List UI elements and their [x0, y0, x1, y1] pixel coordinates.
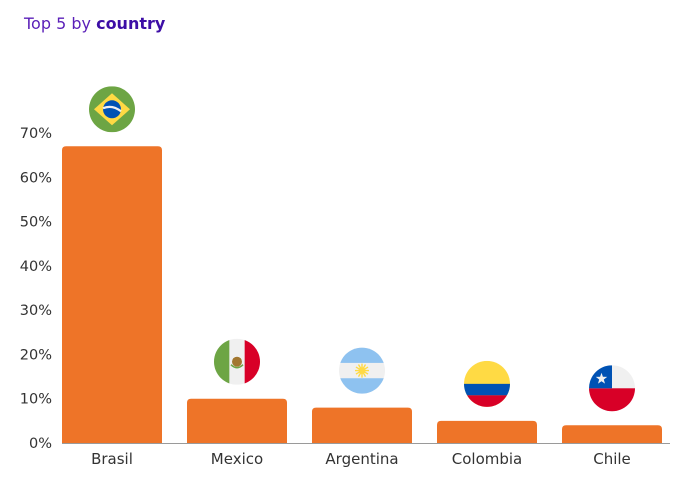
x-category-label: Mexico: [211, 450, 263, 468]
y-tick-label: 0%: [29, 436, 52, 452]
y-tick-label: 30%: [20, 303, 52, 319]
bar-chile: [562, 425, 662, 443]
x-category-label: Colombia: [452, 450, 523, 468]
bar-mexico: [187, 398, 287, 443]
colombia-flag-icon: [464, 360, 510, 407]
bar-colombia: [437, 420, 537, 443]
y-tick-label: 70%: [20, 126, 52, 142]
bar-brasil: [62, 146, 162, 444]
y-tick-label: 20%: [20, 347, 52, 363]
chart-title-emphasis: country: [96, 14, 166, 33]
x-category-label: Chile: [593, 450, 631, 468]
x-category-label: Brasil: [91, 450, 133, 468]
chart-title: Top 5 by country: [24, 14, 165, 33]
y-tick-label: 50%: [20, 215, 52, 231]
argentina-flag-icon: [339, 347, 385, 394]
bar-argentina: [312, 407, 412, 443]
chart-title-prefix: Top 5 by: [24, 14, 91, 33]
chile-flag-icon: [589, 365, 635, 412]
y-tick-label: 60%: [20, 170, 52, 186]
y-tick-label: 10%: [20, 392, 52, 408]
y-tick-label: 40%: [20, 259, 52, 275]
x-category-label: Argentina: [325, 450, 398, 468]
mexico-flag-icon: [214, 338, 260, 385]
brazil-flag-icon: [89, 86, 135, 133]
